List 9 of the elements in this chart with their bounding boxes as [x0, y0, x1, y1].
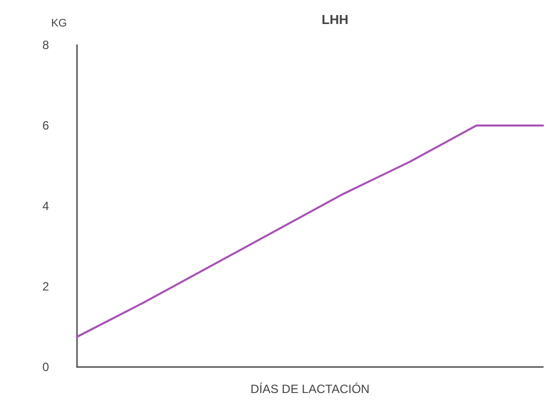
y-tick-label: 4	[42, 199, 50, 213]
y-tick-label: 6	[42, 118, 50, 132]
x-axis-title: DÍAS DE LACTACIÓN	[250, 382, 370, 396]
y-tick-label: 0	[42, 360, 50, 374]
y-tick-label: 2	[42, 280, 50, 294]
y-tick-label: 8	[42, 38, 50, 52]
line-series	[76, 124, 544, 338]
y-axis-title: KG	[51, 18, 67, 30]
chart-title: LHH	[322, 12, 348, 27]
